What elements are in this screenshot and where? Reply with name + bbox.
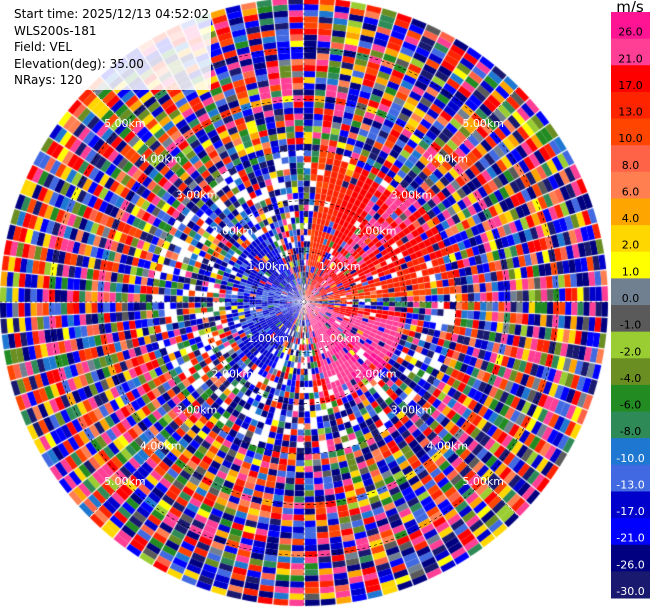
range-ring-label: 2.00km: [212, 368, 254, 381]
colorbar-segment: [611, 571, 650, 599]
range-ring-label: 4.00km: [140, 439, 182, 452]
nrays-text: NRays: 120: [14, 73, 83, 87]
range-ring-label: 5.00km: [104, 475, 146, 488]
colorbar-tick-label: -4.0: [620, 372, 641, 385]
range-ring-label: 3.00km: [176, 189, 218, 202]
colorbar-tick-label: 13.0: [618, 106, 643, 119]
colorbar-tick-label: -8.0: [620, 425, 641, 438]
range-ring-label: 4.00km: [140, 153, 182, 166]
colorbar-tick-label: -10.0: [616, 452, 644, 465]
colorbar-segment: [611, 464, 650, 492]
colorbar-segment: [611, 198, 650, 226]
colorbar-segment: [611, 65, 650, 93]
colorbar-segment: [611, 518, 650, 546]
colorbar-tick-label: -26.0: [616, 558, 644, 571]
velocity-colorbar: 26.0 21.0 17.0 13.0 10.0 8.0 6.0 4.0 2.0 1.0 0.0 -1…: [611, 12, 650, 599]
colorbar-tick-label: -17.0: [616, 505, 644, 518]
elevation-text: Elevation(deg): 35.00: [14, 56, 144, 71]
azimuth-grid-line: [88, 86, 520, 518]
range-ring-label: 4.00km: [427, 439, 469, 452]
colorbar-tick-label: -1.0: [620, 319, 641, 332]
range-ring-label: 5.00km: [462, 475, 504, 488]
colorbar-tick-label: 21.0: [618, 52, 643, 65]
colorbar-segment: [611, 358, 650, 386]
range-ring-label: 2.00km: [212, 224, 254, 237]
colorbar-segment: [611, 145, 650, 173]
colorbar-segment: [611, 305, 650, 333]
scan-info-block: Start time: 2025/12/13 04:52:02 WLS200s-…: [12, 5, 211, 90]
colorbar-tick-label: 26.0: [618, 26, 643, 39]
range-ring-label: 2.00km: [355, 368, 397, 381]
colorbar-segment: [611, 171, 650, 199]
colorbar-segment: [611, 225, 650, 253]
azimuth-grid-line: [88, 86, 520, 518]
colorbar-segment: [611, 91, 650, 120]
colorbar-segment: [611, 278, 650, 306]
colorbar-tick-label: 17.0: [618, 79, 643, 92]
colorbar-segment: [611, 251, 650, 279]
range-ring-label: 4.00km: [427, 153, 469, 166]
colorbar-segment: [611, 544, 650, 572]
colorbar-tick-label: 2.0: [622, 239, 640, 252]
site-name-text: WLS200s-181: [14, 23, 97, 38]
range-ring-label: 5.00km: [104, 117, 146, 130]
colorbar-segment: [611, 331, 650, 359]
colorbar-tick-label: -21.0: [616, 532, 644, 545]
colorbar-segment: [611, 438, 650, 466]
colorbar-segment: [611, 384, 650, 413]
colorbar-segment: [611, 491, 650, 519]
start-time-text: Start time: 2025/12/13 04:52:02: [14, 7, 209, 21]
range-ring-label: 1.00km: [319, 332, 361, 345]
colorbar-segment: [611, 411, 650, 439]
colorbar-tick-label: 10.0: [618, 132, 643, 145]
range-ring-label: 5.00km: [462, 117, 504, 130]
range-ring-label: 2.00km: [355, 224, 397, 237]
range-ring-label: 3.00km: [176, 403, 218, 416]
range-ring-label: 1.00km: [247, 332, 289, 345]
range-ring-label: 3.00km: [391, 403, 433, 416]
range-ring-label: 3.00km: [391, 189, 433, 202]
range-ring-label: 1.00km: [319, 260, 361, 273]
range-ring-label: 1.00km: [247, 260, 289, 273]
field-name-text: Field: VEL: [14, 40, 73, 54]
colorbar-tick-label: 8.0: [622, 159, 640, 172]
colorbar-tick-label: 6.0: [622, 185, 640, 198]
colorbar-tick-label: 0.0: [622, 292, 640, 305]
colorbar-tick-label: 4.0: [622, 212, 640, 225]
colorbar-tick-label: -2.0: [620, 345, 641, 358]
colorbar-segment: [611, 118, 650, 146]
range-ring: [253, 251, 355, 353]
colorbar-tick-label: -13.0: [616, 478, 644, 491]
colorbar-tick-label: -30.0: [616, 585, 644, 598]
colorbar-segment: [611, 38, 650, 66]
colorbar-tick-label: -6.0: [620, 399, 641, 412]
colorbar-tick-label: 1.0: [622, 265, 640, 278]
colorbar-segment: [611, 12, 650, 40]
range-ring: [50, 48, 558, 556]
